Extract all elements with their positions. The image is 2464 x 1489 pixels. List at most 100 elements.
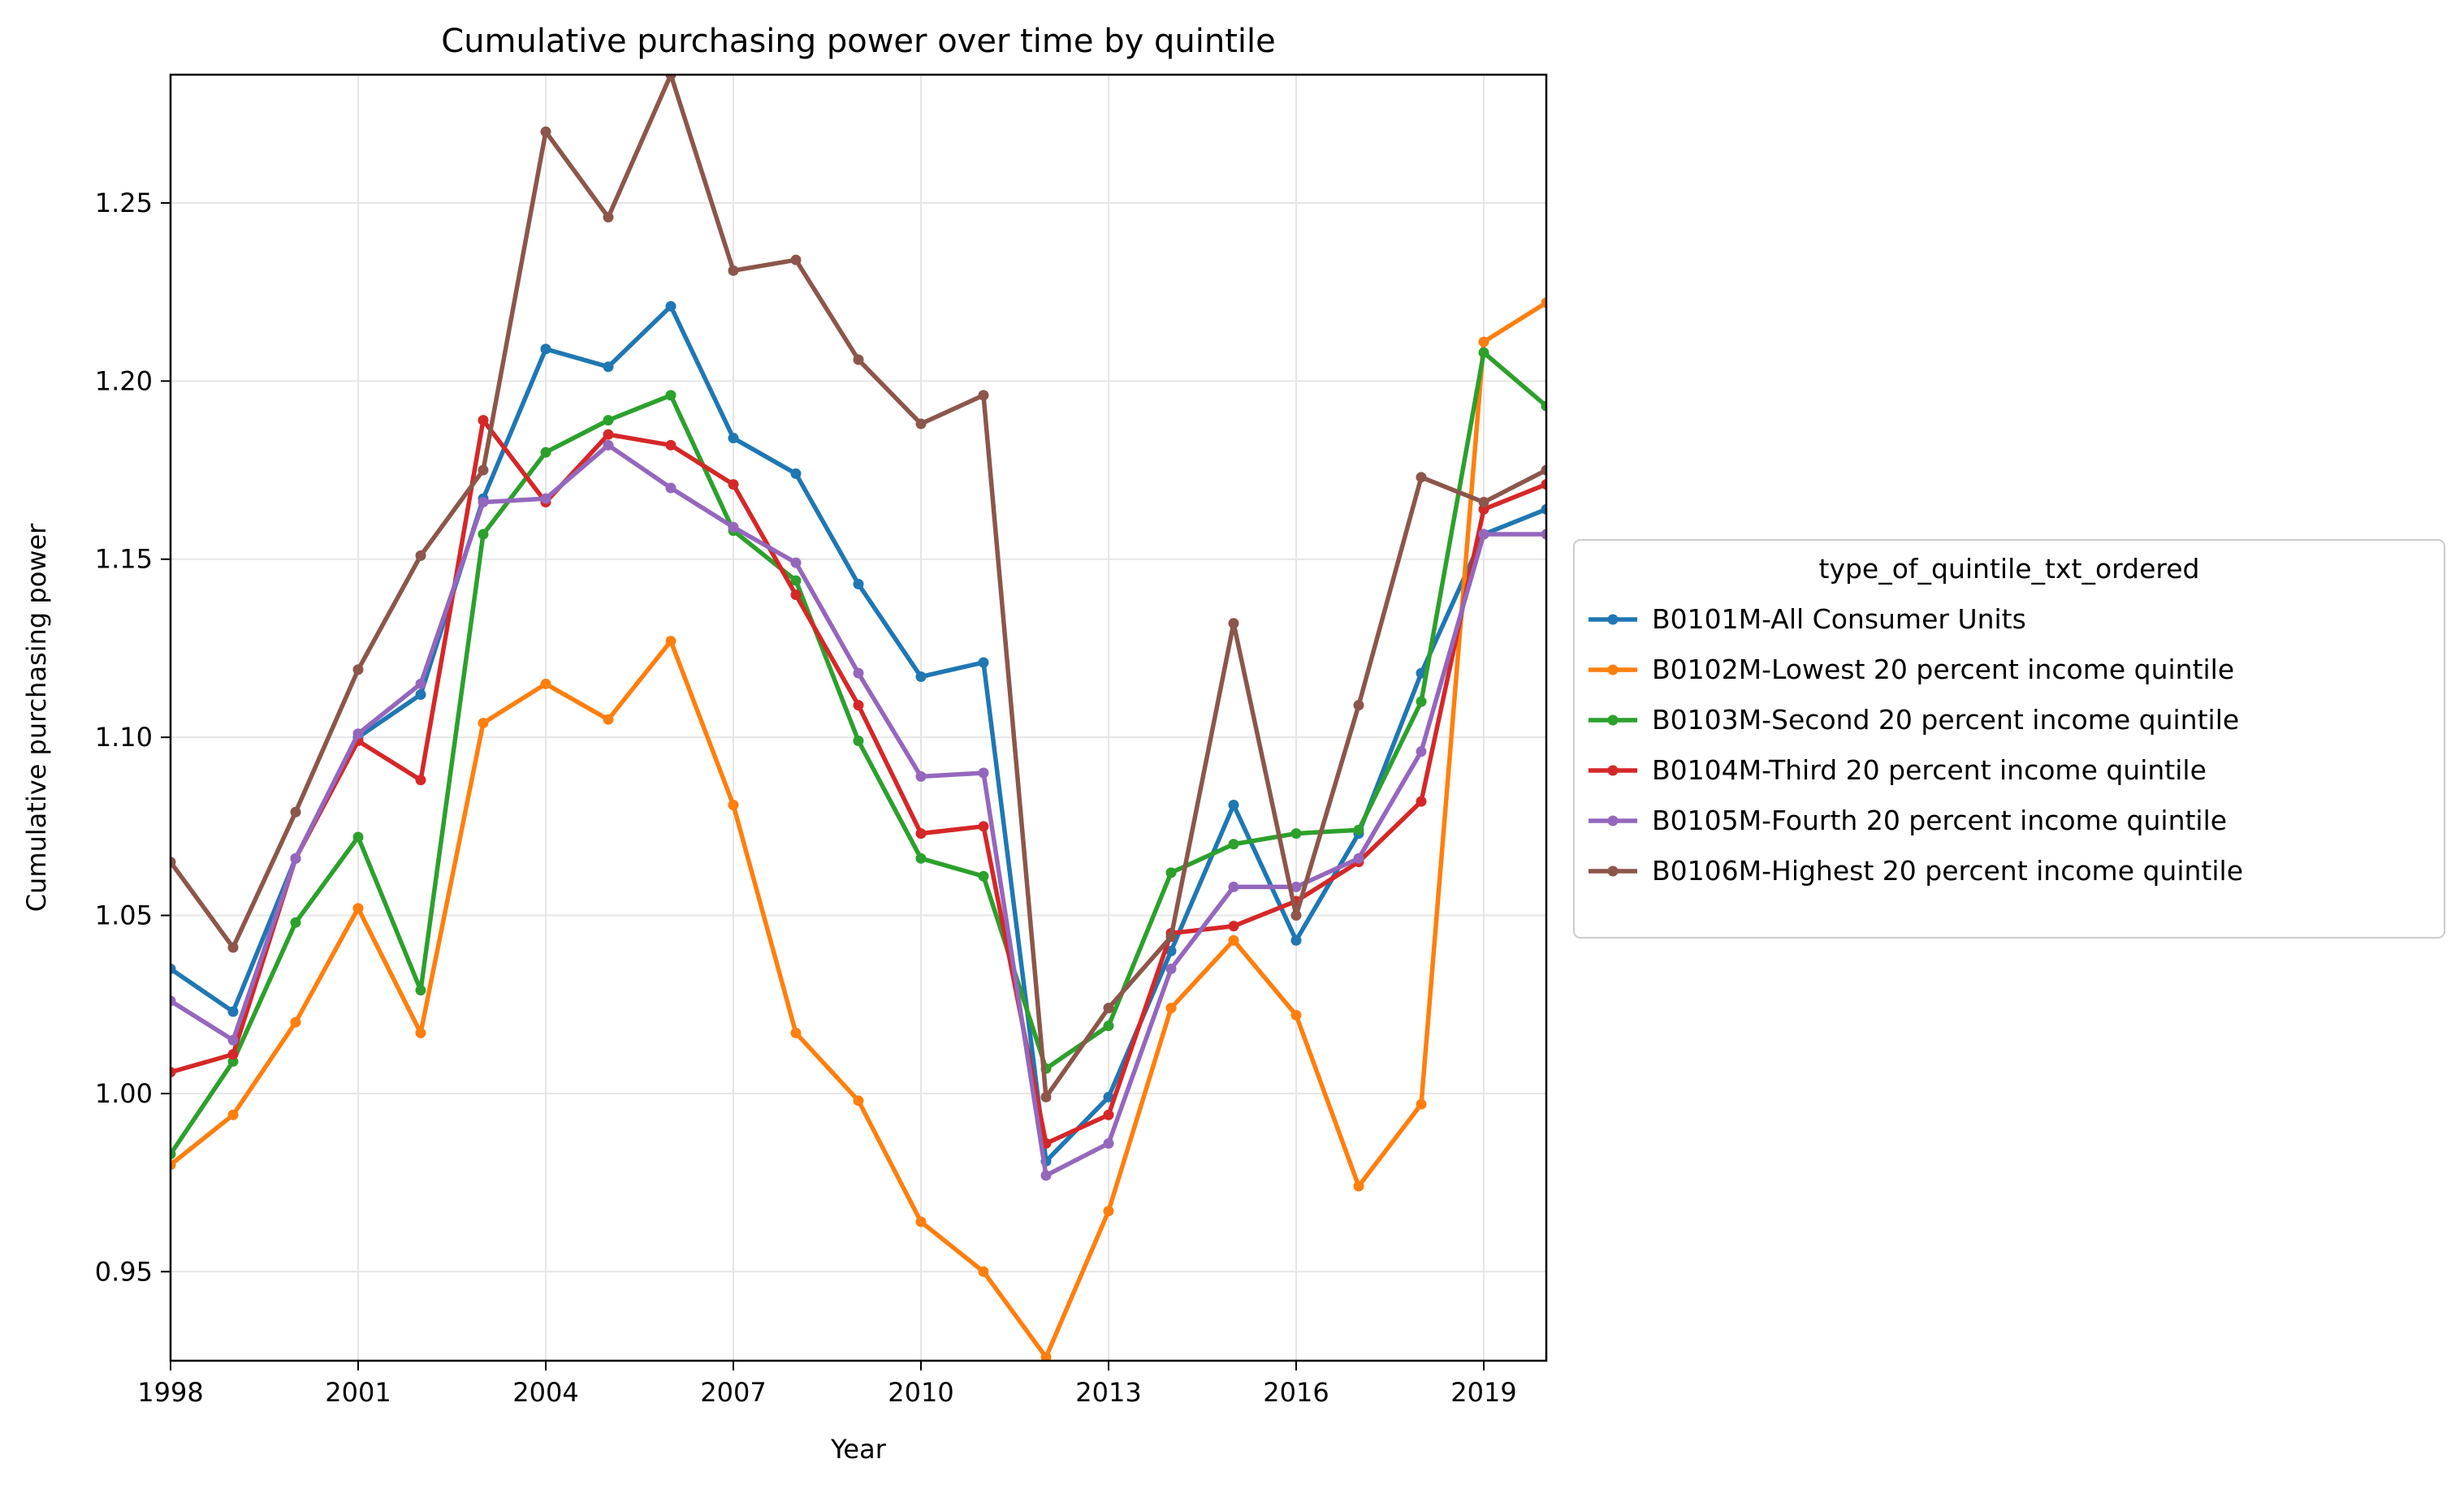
data-point — [290, 852, 301, 864]
data-point — [1290, 881, 1302, 892]
legend-entry: B0101M-All Consumer Units — [1589, 603, 2026, 635]
data-point — [1353, 700, 1364, 711]
data-point — [665, 390, 677, 401]
data-point — [1165, 931, 1177, 943]
data-point — [1040, 1091, 1052, 1103]
x-tick-label: 2013 — [1075, 1377, 1141, 1408]
data-point — [603, 415, 614, 426]
data-point — [665, 636, 677, 647]
data-point — [1478, 347, 1489, 358]
data-point — [171, 1067, 176, 1078]
data-point — [1541, 297, 1546, 309]
series-6 — [171, 75, 1546, 1103]
x-tick-label: 2019 — [1450, 1377, 1516, 1408]
data-point — [415, 1027, 426, 1038]
x-tick-label: 1998 — [137, 1377, 203, 1408]
chart-title: Cumulative purchasing power over time by… — [441, 23, 1275, 60]
data-point — [790, 575, 802, 586]
data-point — [171, 857, 176, 868]
data-point — [1478, 336, 1489, 347]
x-axis-label: Year — [830, 1434, 887, 1465]
data-point — [790, 254, 802, 265]
x-axis: 1998 2001 2004 2007 2010 2013 2016 2019 — [137, 1361, 1517, 1408]
legend-label: B0103M-Second 20 percent income quintile — [1652, 704, 2239, 736]
data-point — [1103, 1003, 1114, 1014]
data-point — [415, 550, 426, 561]
data-point — [665, 439, 677, 451]
data-point — [853, 667, 864, 679]
y-tick-label: 1.15 — [95, 544, 153, 575]
legend-entry: B0102M-Lowest 20 percent income quintile — [1589, 654, 2234, 685]
data-point — [415, 678, 426, 689]
legend-box — [1573, 539, 2445, 939]
legend-swatch-marker — [1607, 664, 1619, 675]
data-point — [978, 767, 989, 779]
data-point — [1290, 934, 1302, 946]
data-point — [1228, 800, 1239, 811]
series-5 — [171, 439, 1546, 1181]
data-point — [227, 1034, 239, 1046]
legend-title: type_of_quintile_txt_ordered — [1819, 553, 2200, 585]
data-point — [478, 497, 489, 508]
legend-entry: B0104M-Third 20 percent income quintile — [1589, 754, 2207, 786]
data-point — [790, 557, 802, 568]
data-point — [1478, 529, 1489, 540]
data-point — [853, 1095, 864, 1107]
data-point — [728, 800, 739, 811]
y-tick-label: 1.25 — [95, 188, 153, 218]
data-point — [1228, 881, 1239, 892]
plot-frame — [169, 73, 1548, 1362]
y-tick-label: 1.10 — [95, 722, 153, 753]
data-point — [915, 418, 927, 429]
data-point — [603, 212, 614, 223]
data-point — [853, 354, 864, 365]
data-point — [1541, 529, 1546, 540]
data-point — [540, 678, 551, 689]
data-point — [1353, 1180, 1364, 1192]
data-point — [978, 390, 989, 401]
data-point — [540, 126, 551, 137]
data-point — [978, 821, 989, 832]
legend-swatch-marker — [1607, 765, 1619, 776]
data-point — [603, 714, 614, 725]
data-point — [1228, 839, 1239, 850]
data-point — [1416, 1098, 1427, 1110]
legend-label: B0105M-Fourth 20 percent income quintile — [1652, 805, 2227, 836]
data-point — [1165, 1003, 1177, 1014]
data-point — [978, 657, 989, 668]
data-point — [853, 578, 864, 589]
data-point — [1228, 921, 1239, 932]
data-point — [665, 482, 677, 494]
data-point — [478, 415, 489, 426]
data-point — [227, 942, 239, 953]
data-point — [1103, 1137, 1114, 1149]
legend-swatch-marker — [1607, 614, 1619, 625]
data-point — [1353, 852, 1364, 864]
x-tick-label: 2010 — [888, 1377, 953, 1408]
data-point — [1478, 497, 1489, 508]
data-point — [1541, 503, 1546, 515]
data-point — [478, 529, 489, 540]
data-point — [290, 917, 301, 928]
data-point — [728, 265, 739, 276]
y-tick-label: 1.00 — [95, 1078, 153, 1109]
data-point — [665, 75, 677, 80]
data-point — [915, 828, 927, 839]
data-point — [1416, 472, 1427, 483]
legend-entries: B0101M-All Consumer Units B0102M-Lowest 2… — [1589, 603, 2243, 887]
x-tick-label: 2004 — [512, 1377, 578, 1408]
series-2 — [171, 297, 1546, 1361]
legend-label: B0104M-Third 20 percent income quintile — [1652, 754, 2207, 786]
data-point — [415, 775, 426, 786]
data-point — [1541, 479, 1546, 490]
legend: type_of_quintile_txt_ordered B0101M-All … — [1573, 539, 2445, 939]
data-point — [352, 903, 364, 914]
data-point — [1416, 746, 1427, 757]
x-tick-label: 2016 — [1263, 1377, 1329, 1408]
data-point — [1040, 1352, 1052, 1361]
series-layer — [171, 75, 1546, 1361]
legend-label: B0102M-Lowest 20 percent income quintile — [1652, 654, 2234, 685]
series-3 — [171, 347, 1546, 1160]
legend-swatch-marker — [1607, 714, 1619, 726]
data-point — [1040, 1170, 1052, 1181]
